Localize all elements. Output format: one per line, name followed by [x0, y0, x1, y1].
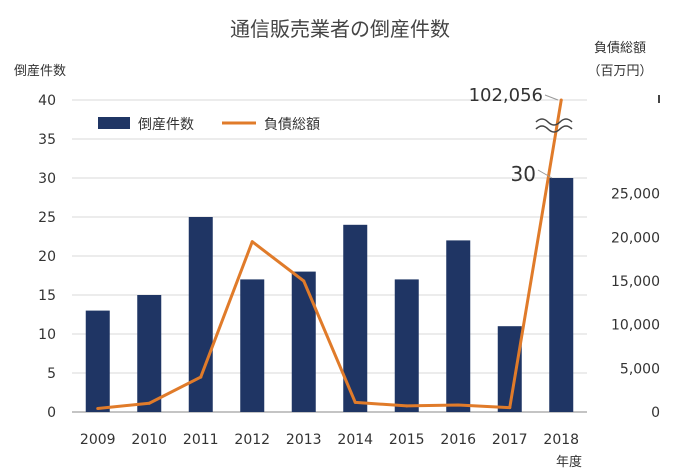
line-point	[147, 401, 151, 405]
line-series	[96, 98, 563, 411]
annotation-leader	[544, 94, 559, 101]
y-left-tick-label: 30	[38, 171, 56, 187]
y-left-axis-label: 倒産件数	[14, 63, 66, 79]
bar	[394, 279, 419, 412]
legend-swatch-bar	[98, 117, 130, 129]
bar	[446, 240, 471, 412]
y-right-tick-label: 15,000	[611, 274, 660, 290]
line-point	[456, 403, 460, 407]
line-point	[96, 407, 100, 411]
x-tick-label: 2016	[440, 432, 476, 448]
y-left-tick-label: 40	[38, 93, 56, 109]
y-right-axis-label: 負債総額	[594, 41, 646, 56]
line-point	[199, 375, 203, 379]
line-point	[405, 404, 409, 408]
axis-break-mark	[535, 125, 573, 133]
x-tick-label: 2014	[337, 432, 373, 448]
annotation-label: 102,056	[469, 85, 543, 106]
annotation-leader	[537, 169, 553, 179]
bar	[137, 295, 162, 412]
y-left-tick-label: 0	[47, 405, 56, 421]
axes: 0 5 10 15 20 25 30 35 40 0 5,000 10,000 15,000 20,000…	[38, 93, 660, 448]
line-point	[353, 400, 357, 404]
y-right-tick-label: 20,000	[611, 230, 660, 246]
line-point	[250, 240, 254, 244]
line-point	[559, 98, 563, 102]
x-tick-label: 2013	[286, 432, 322, 448]
y-left-tick-label: 5	[47, 366, 56, 382]
annotations: 102,056 30	[469, 85, 559, 186]
bar	[291, 271, 316, 412]
y-right-tick-label: 0	[651, 405, 660, 421]
line-point	[302, 279, 306, 283]
x-tick-label: 2017	[492, 432, 528, 448]
bar	[497, 326, 522, 412]
y-right-tick-label: 25,000	[611, 187, 660, 203]
x-tick-label: 2010	[131, 432, 167, 448]
y-left-tick-label: 10	[38, 327, 56, 343]
line-point	[508, 406, 512, 410]
y-right-tick-label: 5,000	[620, 361, 660, 377]
x-tick-label: 2009	[80, 432, 116, 448]
y-left-tick-label: 25	[38, 210, 56, 226]
bar-series	[85, 178, 574, 412]
x-tick-label: 2012	[234, 432, 270, 448]
y-left-tick-label: 35	[38, 132, 56, 148]
bar	[549, 178, 574, 412]
y-right-axis-unit: （百万円）	[587, 64, 652, 79]
bar	[240, 279, 265, 412]
x-tick-label: 2018	[543, 432, 579, 448]
x-tick-label: 2015	[389, 432, 425, 448]
line-path	[97, 99, 563, 410]
bar	[85, 310, 110, 412]
chart-title: 通信販売業者の倒産件数	[230, 17, 450, 41]
annotation-label: 30	[511, 162, 536, 186]
legend-label: 倒産件数	[138, 117, 194, 133]
legend-label: 負債総額	[264, 117, 320, 133]
y-right-tick-label: 10,000	[611, 318, 660, 334]
x-axis-label: 年度	[556, 454, 582, 470]
y-left-tick-label: 15	[38, 288, 56, 304]
x-tick-label: 2011	[183, 432, 219, 448]
legend: 倒産件数 負債総額	[98, 117, 320, 133]
y-left-tick-label: 20	[38, 249, 56, 265]
axis-break-mark	[535, 118, 573, 126]
